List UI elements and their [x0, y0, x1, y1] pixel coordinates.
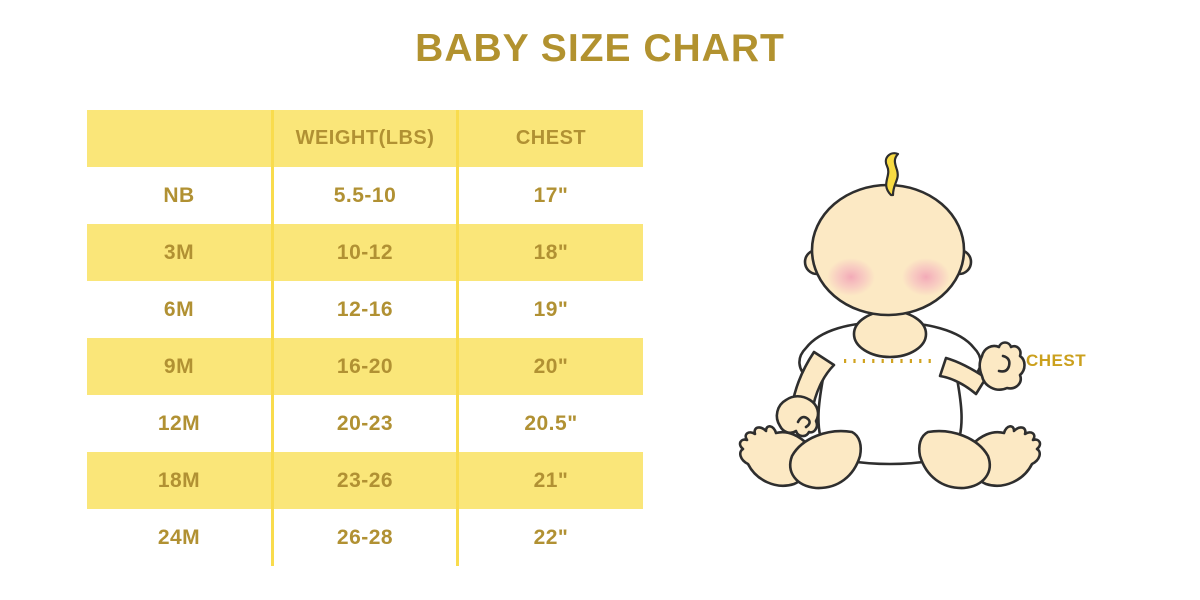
size-table: WEIGHT(LBS) CHEST NB 5.5-10 17" 3M 10-12… — [87, 110, 643, 566]
baby-left-hand-finger-line — [796, 415, 811, 429]
baby-right-leg — [917, 429, 991, 490]
size-cell: 3M — [163, 240, 195, 264]
chest-cell: 20" — [456, 338, 643, 395]
chest-cell: 17" — [456, 167, 643, 224]
table-row: NB 5.5-10 17" — [87, 167, 643, 224]
size-cell: 9M — [163, 354, 195, 378]
chest-cell: 18" — [456, 224, 643, 281]
size-cell: 18M — [157, 468, 201, 492]
baby-left-leg — [789, 429, 863, 490]
size-cell: 24M — [157, 525, 201, 549]
table-row: 18M 23-26 21" — [87, 452, 643, 509]
table-header-row: WEIGHT(LBS) CHEST — [87, 110, 643, 167]
chest-cell: 19" — [456, 281, 643, 338]
table-row: 12M 20-23 20.5" — [87, 395, 643, 452]
baby-right-arm — [938, 356, 988, 396]
weight-cell: 12-16 — [271, 281, 456, 338]
header-size-cell — [87, 110, 271, 167]
page-title: BABY SIZE CHART — [415, 27, 785, 70]
baby-left-cheek — [827, 258, 875, 296]
size-cell: NB — [163, 183, 195, 207]
weight-cell: 10-12 — [271, 224, 456, 281]
weight-cell: 20-23 — [271, 395, 456, 452]
baby-illustration — [738, 152, 1042, 490]
baby-right-fist — [978, 341, 1026, 391]
table-row: 6M 12-16 19" — [87, 281, 643, 338]
table-row: 24M 26-28 22" — [87, 509, 643, 566]
baby-right-cheek — [902, 258, 950, 296]
header-weight-cell: WEIGHT(LBS) — [271, 110, 456, 167]
weight-cell: 26-28 — [271, 509, 456, 566]
baby-hair-curl — [884, 152, 900, 197]
weight-cell: 5.5-10 — [271, 167, 456, 224]
header-chest-cell: CHEST — [456, 110, 643, 167]
weight-cell: 16-20 — [271, 338, 456, 395]
baby-right-fist-finger-line — [997, 354, 1011, 373]
weight-cell: 23-26 — [271, 452, 456, 509]
chest-cell: 20.5" — [456, 395, 643, 452]
chest-cell: 21" — [456, 452, 643, 509]
baby-head — [810, 183, 966, 317]
chest-cell: 22" — [456, 509, 643, 566]
baby-left-hand — [775, 394, 820, 438]
table-row: 3M 10-12 18" — [87, 224, 643, 281]
chest-measure-label: CHEST — [1026, 351, 1087, 370]
baby-neck — [852, 309, 928, 359]
table-row: 9M 16-20 20" — [87, 338, 643, 395]
size-cell: 6M — [163, 297, 195, 321]
size-cell: 12M — [157, 411, 201, 435]
